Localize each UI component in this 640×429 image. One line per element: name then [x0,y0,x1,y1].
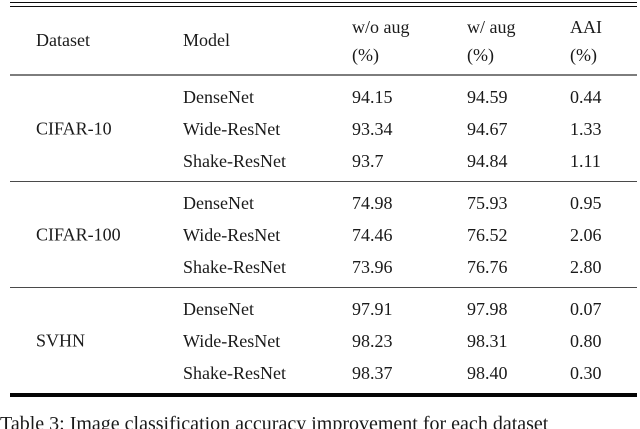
dataset-group-svhn: SVHN DenseNet 97.91 97.98 0.07 Wide-ResN… [10,288,637,397]
cell-w-aug: 76.76 [467,256,508,277]
cell-wo-aug: 94.15 [352,86,393,107]
dataset-group-cifar10: CIFAR-10 DenseNet 94.15 94.59 0.44 Wide-… [10,76,637,182]
table-row: DenseNet 94.15 94.59 0.44 [10,81,637,113]
cell-aai: 1.33 [570,118,602,139]
cell-model: Shake-ResNet [183,150,286,171]
cell-model: DenseNet [183,192,254,213]
cell-model: Wide-ResNet [183,118,281,139]
cell-model: DenseNet [183,86,254,107]
cell-aai: 0.07 [570,298,602,319]
col-header-aai-line1: AAI [570,17,602,37]
table-row: Shake-ResNet 93.7 94.84 1.11 [10,145,637,177]
cell-aai: 0.44 [570,86,602,107]
col-header-wo-aug-line1: w/o aug [352,17,410,37]
cell-aai: 2.06 [570,224,602,245]
dataset-label: SVHN [36,330,86,350]
cell-wo-aug: 98.37 [352,362,393,383]
cell-model: Shake-ResNet [183,256,286,277]
cell-wo-aug: 73.96 [352,256,393,277]
table-row: Shake-ResNet 98.37 98.40 0.30 [10,357,637,389]
cell-w-aug: 75.93 [467,192,508,213]
col-header-aai: AAI (%) [570,7,637,74]
table-row: Wide-ResNet 93.34 94.67 1.33 [10,113,637,145]
col-header-w-aug-unit: (%) [467,45,494,65]
col-header-wo-aug: w/o aug (%) [352,7,467,74]
dataset-label: CIFAR-100 [36,224,121,244]
cell-w-aug: 94.84 [467,150,508,171]
col-header-w-aug: w/ aug (%) [467,7,570,74]
col-header-dataset: Dataset [36,30,90,50]
cell-w-aug: 98.40 [467,362,508,383]
cell-aai: 2.80 [570,256,602,277]
dataset-label: CIFAR-10 [36,118,112,138]
top-double-rule [10,2,637,7]
table-header-row: Dataset Model w/o aug (%) w/ aug (%) AAI… [10,7,637,76]
cell-model: DenseNet [183,298,254,319]
cell-wo-aug: 74.46 [352,224,393,245]
table-row: Shake-ResNet 73.96 76.76 2.80 [10,251,637,283]
col-header-w-aug-line1: w/ aug [467,17,516,37]
cell-model: Wide-ResNet [183,330,281,351]
col-header-wo-aug-unit: (%) [352,45,379,65]
results-table: Dataset Model w/o aug (%) w/ aug (%) AAI… [10,0,637,397]
table-row: Wide-ResNet 74.46 76.52 2.06 [10,219,637,251]
cell-w-aug: 98.31 [467,330,508,351]
cell-w-aug: 76.52 [467,224,508,245]
cell-model: Wide-ResNet [183,224,281,245]
cell-aai: 1.11 [570,150,601,171]
cell-w-aug: 94.59 [467,86,508,107]
cell-wo-aug: 97.91 [352,298,393,319]
cell-wo-aug: 74.98 [352,192,393,213]
col-header-model: Model [183,30,230,50]
cell-wo-aug: 93.34 [352,118,393,139]
cell-aai: 0.95 [570,192,602,213]
cell-model: Shake-ResNet [183,362,286,383]
dataset-group-cifar100: CIFAR-100 DenseNet 74.98 75.93 0.95 Wide… [10,182,637,288]
table-row: DenseNet 74.98 75.93 0.95 [10,187,637,219]
table-caption: Table 3: Image classification accuracy i… [0,413,549,429]
cell-w-aug: 97.98 [467,298,508,319]
cell-wo-aug: 93.7 [352,150,384,171]
cell-wo-aug: 98.23 [352,330,393,351]
cell-aai: 0.80 [570,330,602,351]
table-row: DenseNet 97.91 97.98 0.07 [10,293,637,325]
cell-w-aug: 94.67 [467,118,508,139]
col-header-aai-unit: (%) [570,45,597,65]
table-row: Wide-ResNet 98.23 98.31 0.80 [10,325,637,357]
cell-aai: 0.30 [570,362,602,383]
